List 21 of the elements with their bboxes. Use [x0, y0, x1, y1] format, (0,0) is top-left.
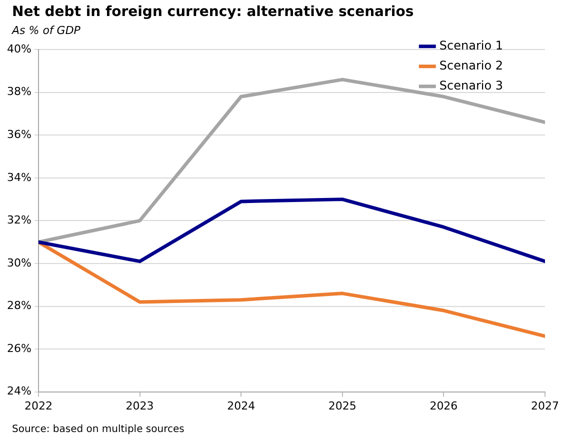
source-note: Source: based on multiple sources	[12, 424, 184, 435]
x-tick-label: 2026	[430, 399, 458, 412]
y-tick-label: 32%	[6, 214, 32, 227]
x-tick-label: 2025	[328, 399, 356, 412]
legend-label: Scenario 3	[439, 78, 504, 93]
y-tick-label: 28%	[6, 299, 32, 312]
y-tick-label: 38%	[6, 85, 32, 98]
x-tick-label: 2024	[227, 399, 256, 412]
chart-subtitle: As % of GDP	[12, 24, 80, 37]
y-tick-label: 36%	[6, 128, 32, 142]
y-tick-label: 34%	[6, 170, 32, 184]
legend-label: Scenario 2	[439, 58, 504, 73]
y-tick-label: 24%	[6, 384, 32, 398]
y-tick-label: 30%	[6, 256, 32, 270]
y-tick-label: 40%	[6, 42, 32, 56]
x-tick-label: 2027	[531, 399, 559, 412]
y-tick-label: 26%	[6, 342, 32, 355]
x-tick-label: 2023	[126, 399, 154, 412]
chart-title: Net debt in foreign currency: alternative scenarios	[12, 4, 414, 20]
x-tick-label: 2022	[24, 399, 52, 412]
legend-label: Scenario 1	[439, 38, 504, 53]
